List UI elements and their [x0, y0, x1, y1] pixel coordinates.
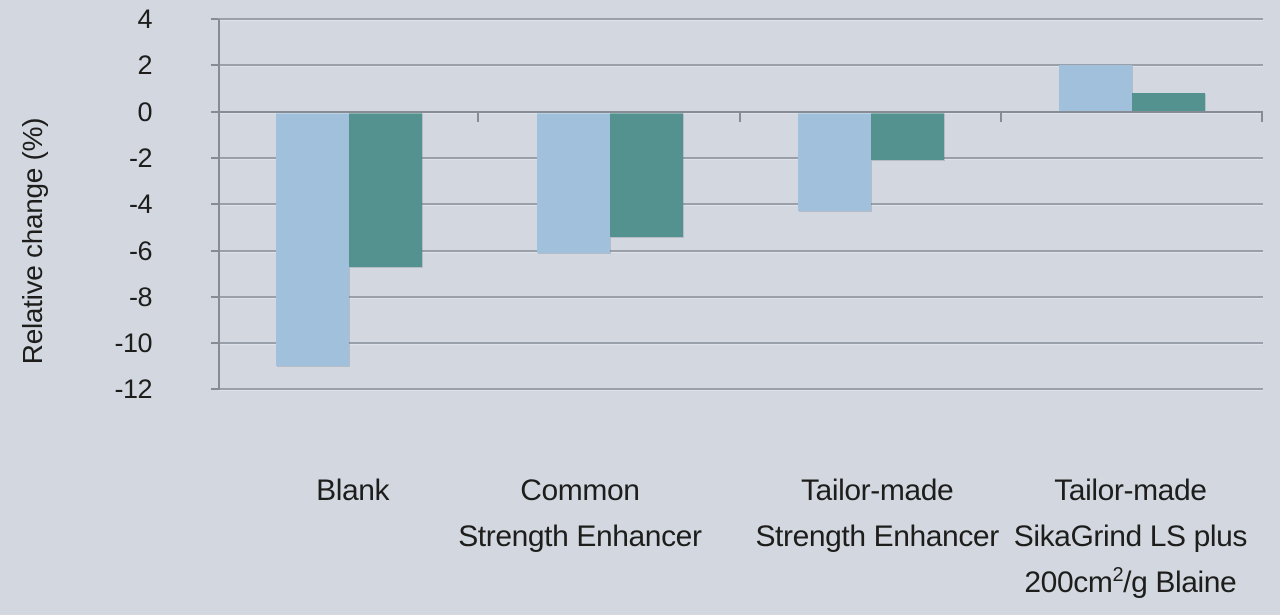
gridline [218, 156, 1263, 159]
gridline [218, 18, 1263, 20]
category-label: Tailor-made Strength Enhancer [755, 474, 999, 553]
gridline [218, 388, 1263, 391]
bar-teal-series [871, 111, 945, 161]
zero-gridline [218, 110, 1263, 113]
category-axis-tick-mark [999, 111, 1002, 122]
category-axis-tick-mark [1261, 111, 1263, 122]
bar-light-blue-series [275, 111, 349, 367]
bar-light-blue-series [1059, 65, 1133, 112]
y-tick-label: 0 [137, 96, 152, 127]
bar-light-blue-series [536, 111, 610, 253]
category-axis-tick-mark [738, 111, 741, 122]
y-tick-label: -2 [128, 142, 153, 173]
bar-teal-series [609, 111, 683, 237]
category-label: Common Strength Enhancer [458, 474, 702, 553]
gridline [218, 295, 1263, 298]
gridline [218, 64, 1263, 67]
bar-teal-series [348, 111, 422, 267]
bar-light-blue-series [798, 111, 872, 212]
y-axis-tick-mark [211, 18, 218, 20]
y-tick-label: 4 [137, 4, 152, 34]
y-tick-label: -4 [128, 189, 153, 220]
gridline [218, 249, 1263, 252]
gridline [218, 342, 1263, 345]
y-axis-tick-mark [211, 156, 218, 159]
category-label: Blank [316, 474, 390, 507]
y-axis-title: Relative change (%) [17, 117, 48, 365]
category-label: Tailor-made SikaGrind LS plus 200cm2/g Bla… [1013, 474, 1248, 599]
plot-area [218, 18, 1263, 391]
y-axis-tick-mark [211, 295, 218, 298]
gridline [218, 203, 1263, 206]
y-tick-label: -8 [128, 281, 153, 312]
y-axis-tick-mark [211, 64, 218, 67]
y-axis-tick-mark [211, 110, 218, 113]
y-axis-line [218, 19, 220, 390]
y-tick-label: 2 [137, 50, 152, 81]
y-axis-tick-mark [211, 388, 218, 391]
y-tick-label: -6 [128, 235, 153, 266]
y-tick-label: -12 [114, 374, 152, 405]
y-tick-label: -10 [114, 328, 152, 359]
y-axis-tick-mark [211, 249, 218, 252]
category-axis-tick-mark [477, 111, 480, 122]
y-axis-tick-mark [211, 203, 218, 206]
y-axis-tick-mark [211, 342, 218, 345]
bar-teal-series [1132, 93, 1206, 112]
